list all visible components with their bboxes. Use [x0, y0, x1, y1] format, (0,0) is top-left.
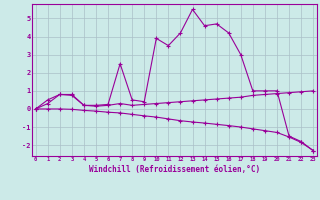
X-axis label: Windchill (Refroidissement éolien,°C): Windchill (Refroidissement éolien,°C) — [89, 165, 260, 174]
